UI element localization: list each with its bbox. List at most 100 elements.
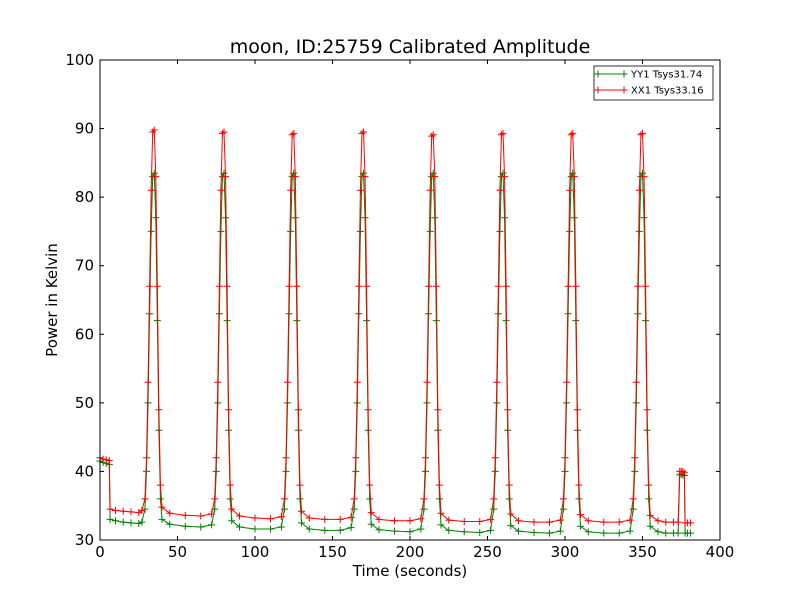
data-point-marker [570, 173, 578, 181]
data-point-marker [251, 525, 259, 533]
data-point-marker [217, 186, 225, 194]
data-point-marker [645, 495, 653, 503]
data-point-marker [504, 406, 512, 414]
data-point-marker [429, 131, 437, 139]
data-point-marker [420, 505, 428, 513]
data-point-marker [575, 495, 583, 503]
data-point-marker [367, 520, 375, 528]
data-point-marker [208, 521, 216, 529]
data-point-marker [391, 517, 398, 525]
data-point-marker [476, 517, 484, 525]
data-point-marker [288, 131, 296, 139]
data-point-marker [437, 509, 445, 517]
data-point-marker [417, 515, 425, 523]
data-point-marker [375, 515, 383, 523]
y-tick-label: 60 [75, 325, 94, 343]
data-point-marker [217, 227, 225, 235]
y-tick-label: 70 [75, 257, 94, 275]
y-tick-label: 90 [75, 120, 94, 138]
data-point-marker [150, 126, 158, 134]
data-point-marker [298, 507, 305, 515]
data-point-marker [546, 518, 553, 526]
data-point-marker [367, 509, 375, 517]
data-point-marker [226, 481, 234, 489]
data-point-marker [507, 510, 515, 518]
data-point-marker [431, 173, 439, 181]
data-point-marker [572, 282, 580, 290]
data-point-marker [353, 378, 361, 386]
data-point-marker [679, 467, 687, 475]
data-point-marker [577, 522, 584, 530]
data-point-marker [420, 495, 428, 503]
data-point-marker [366, 495, 374, 503]
data-point-marker [284, 378, 292, 386]
data-point-marker [166, 509, 174, 517]
legend-entry-xx1: XX1 Tsys33.16 [594, 86, 704, 97]
data-point-marker [280, 495, 288, 503]
data-point-marker [127, 508, 135, 516]
data-point-marker [556, 516, 564, 524]
data-point-marker [236, 512, 243, 520]
data-point-marker [569, 129, 577, 137]
data-point-marker [106, 515, 114, 523]
data-point-marker [435, 495, 443, 503]
data-point-marker [146, 282, 154, 290]
data-point-marker [197, 512, 205, 520]
data-point-marker [654, 517, 662, 525]
data-point-marker [575, 481, 583, 489]
data-point-marker [559, 505, 567, 513]
data-point-marker [631, 454, 639, 462]
data-point-marker [222, 214, 230, 222]
legend-entry-yy1: YY1 Tsys31.74 [594, 70, 702, 81]
data-point-marker [567, 131, 575, 139]
data-point-marker [515, 527, 522, 535]
data-point-marker [361, 173, 369, 181]
data-point-marker [287, 227, 295, 235]
data-point-marker [285, 282, 293, 290]
series-xx1 [96, 126, 695, 527]
data-point-marker [105, 456, 113, 464]
data-point-marker [445, 516, 453, 524]
data-point-marker [515, 517, 522, 525]
data-point-marker [577, 511, 584, 519]
data-point-marker [181, 511, 189, 519]
data-point-marker [158, 503, 166, 511]
data-point-marker [546, 529, 553, 537]
data-point-marker [366, 481, 374, 489]
data-point-marker [640, 173, 648, 181]
data-point-marker [290, 129, 298, 137]
data-point-marker [584, 528, 592, 536]
chart-title: moon, ID:25759 Calibrated Amplitude [230, 36, 591, 58]
data-point-marker [356, 227, 364, 235]
data-point-marker [156, 495, 164, 503]
data-point-marker [559, 495, 567, 503]
data-point-marker [321, 515, 329, 523]
data-point-marker [505, 495, 513, 503]
data-point-marker [222, 173, 230, 181]
data-point-marker [294, 406, 302, 414]
data-point-marker [680, 469, 688, 477]
data-point-marker [350, 505, 358, 513]
data-point-marker [445, 526, 453, 534]
y-tick-label: 80 [75, 188, 94, 206]
data-point-marker [336, 526, 344, 534]
data-point-marker [228, 505, 236, 513]
legend-label-xx1: XX1 Tsys33.16 [631, 86, 704, 97]
data-point-marker [629, 505, 637, 513]
data-point-marker [291, 214, 299, 222]
data-point-marker [640, 214, 648, 222]
data-point-marker [566, 186, 574, 194]
data-point-marker [476, 528, 484, 536]
data-point-marker [267, 525, 274, 533]
legend: YY1 Tsys31.74 XX1 Tsys33.16 [593, 65, 714, 101]
data-point-marker [228, 517, 236, 525]
x-tick-label: 250 [473, 543, 502, 561]
data-point-marker [293, 282, 301, 290]
data-point-marker [197, 523, 205, 531]
data-point-marker [225, 406, 233, 414]
data-point-marker [501, 214, 509, 222]
data-point-marker [236, 523, 243, 531]
data-point-marker [298, 519, 305, 527]
data-point-marker [502, 282, 510, 290]
data-point-marker [646, 511, 654, 519]
